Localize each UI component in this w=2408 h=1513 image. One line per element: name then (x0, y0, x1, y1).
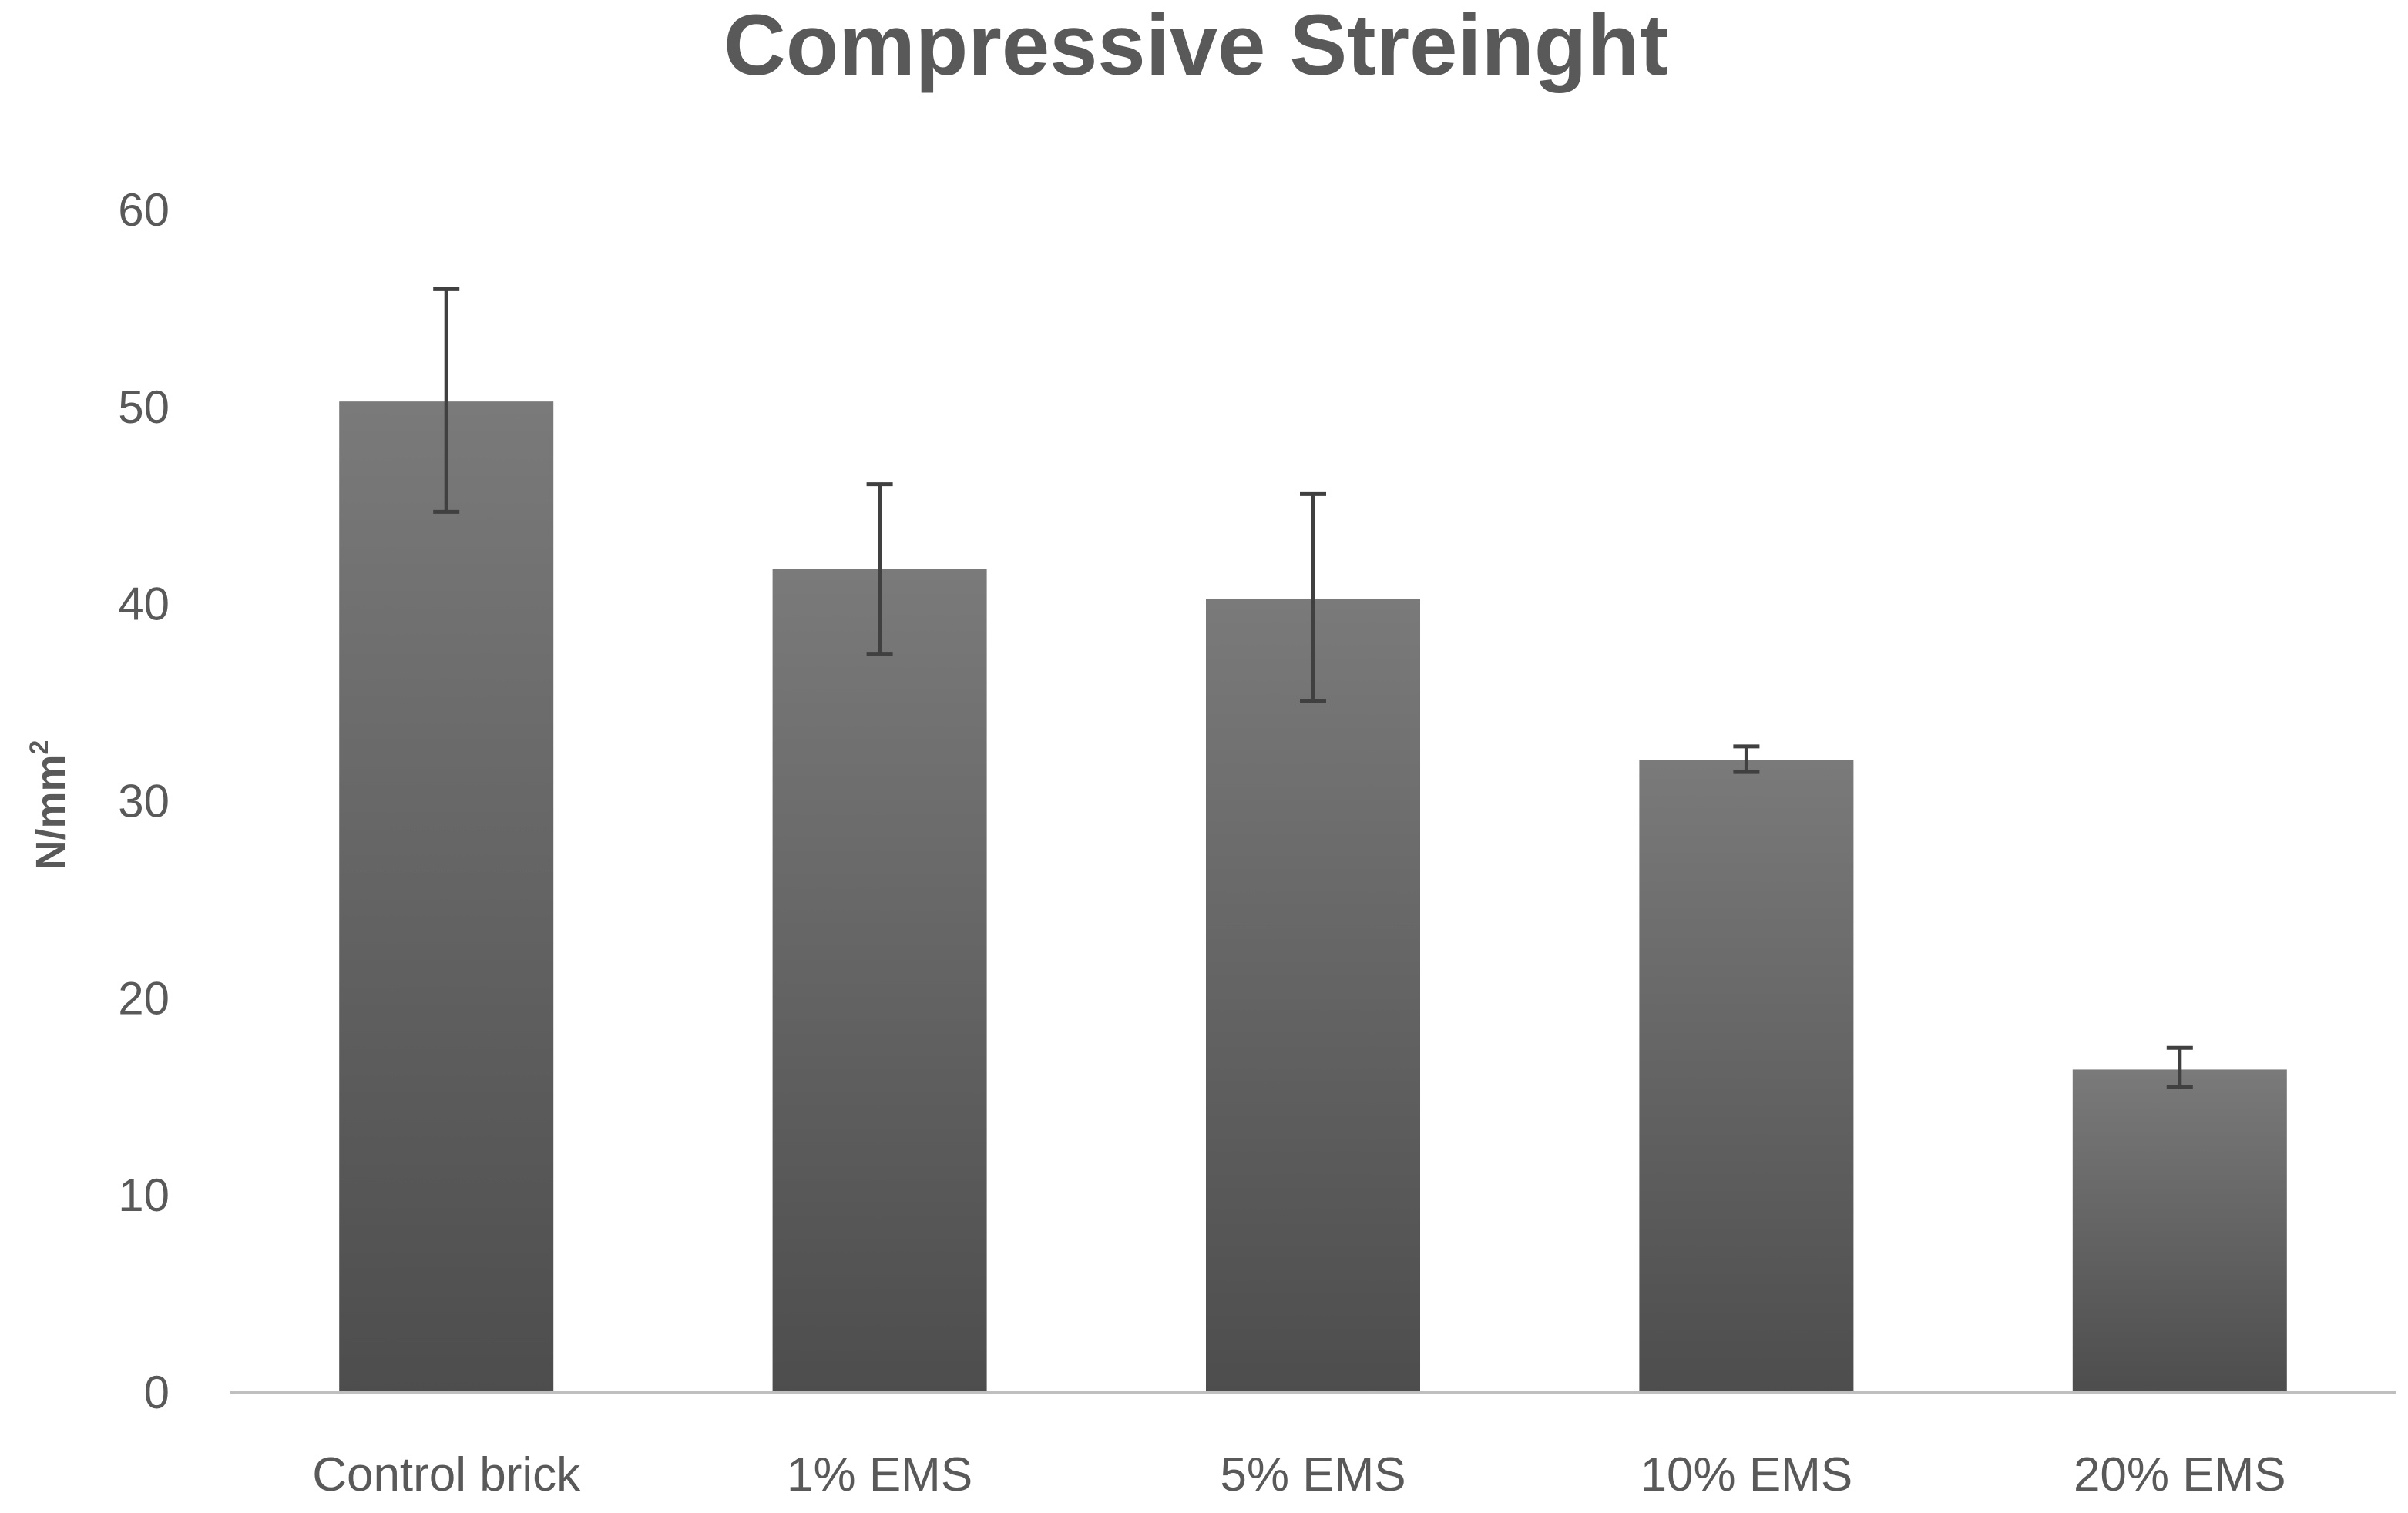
x-axis: Control brick 1% EMS 5% EMS 10% EMS 20% EMS (230, 1391, 2396, 1501)
y-tick-label: 10 (118, 1169, 170, 1221)
chart-title: Compressive Streinght (724, 0, 1668, 93)
x-tick-label: 1% EMS (787, 1448, 972, 1501)
x-tick-label: 20% EMS (2074, 1448, 2286, 1501)
bar (339, 401, 554, 1393)
bar (1639, 760, 1854, 1393)
x-tick-label: Control brick (312, 1448, 581, 1501)
y-tick-label: 40 (118, 579, 170, 630)
bars-group (339, 401, 2287, 1393)
bar (1206, 598, 1420, 1393)
x-tick-label: 10% EMS (1641, 1448, 1853, 1501)
y-tick-label: 20 (118, 972, 170, 1024)
y-tick-label: 60 (118, 184, 170, 236)
y-tick-label: 30 (118, 776, 170, 827)
error-bars-group (433, 287, 2193, 1089)
y-axis-title-superscript: 2 (25, 740, 54, 755)
y-axis-title-text: N/mm (28, 754, 74, 870)
bar (2072, 1069, 2287, 1393)
bar (772, 569, 987, 1393)
y-tick-label: 0 (144, 1367, 170, 1418)
y-axis-title: N/mm2 (25, 740, 74, 871)
x-tick-label: 5% EMS (1220, 1448, 1406, 1501)
y-tick-label: 50 (118, 381, 170, 433)
y-axis: 0 10 20 30 40 50 60 (118, 184, 170, 1418)
